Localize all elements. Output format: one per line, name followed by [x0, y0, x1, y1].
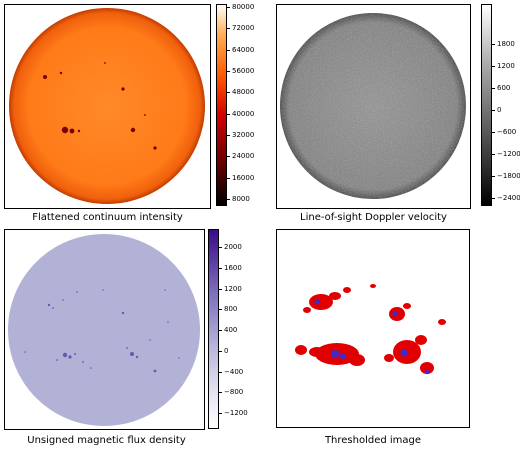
colorbar-tick-mark [227, 178, 230, 179]
colorbar-tick-label: −1800 [497, 172, 520, 180]
colorbar-tick-mark [492, 66, 495, 67]
magnetic-colorbar [208, 229, 219, 429]
colorbar-tick-label: 40000 [232, 110, 255, 118]
magnetic-active-regions [24, 289, 180, 373]
magnetic-caption: Unsigned magnetic flux density [27, 435, 186, 446]
colorbar-tick-label: 16000 [232, 174, 255, 182]
doppler-sun-disk [280, 13, 466, 199]
continuum-caption: Flattened continuum intensity [32, 212, 183, 223]
colorbar-tick-label: −800 [224, 388, 244, 396]
colorbar-tick-label: 1800 [497, 40, 515, 48]
colorbar-tick-label: 72000 [232, 24, 255, 32]
colorbar-tick-label: 400 [224, 326, 238, 334]
colorbar-tick-mark [492, 110, 495, 111]
colorbar-tick-label: 1200 [224, 285, 242, 293]
colorbar-tick-label: 800 [224, 305, 238, 313]
colorbar-tick-label: 0 [497, 106, 502, 114]
colorbar-tick-mark [227, 156, 230, 157]
colorbar-tick-label: −400 [224, 368, 244, 376]
colorbar-tick-label: 2000 [224, 243, 242, 251]
colorbar-tick-mark [492, 176, 495, 177]
continuum-colorbar [216, 4, 227, 206]
colorbar-tick-label: 8000 [232, 195, 250, 203]
doppler-colorbar [481, 4, 492, 206]
colorbar-tick-mark [219, 309, 222, 310]
colorbar-tick-label: 56000 [232, 67, 255, 75]
doppler-image-panel [276, 4, 471, 209]
colorbar-tick-mark [227, 135, 230, 136]
colorbar-tick-mark [219, 247, 222, 248]
colorbar-tick-mark [227, 114, 230, 115]
colorbar-tick-label: 1600 [224, 264, 242, 272]
colorbar-tick-label: 0 [224, 347, 229, 355]
colorbar-tick-mark [492, 44, 495, 45]
colorbar-tick-label: −600 [497, 128, 517, 136]
magnetic-image-panel [4, 229, 205, 430]
colorbar-tick-mark [219, 392, 222, 393]
colorbar-tick-mark [227, 199, 230, 200]
colorbar-tick-mark [492, 154, 495, 155]
colorbar-tick-mark [219, 289, 222, 290]
colorbar-tick-mark [219, 351, 222, 352]
colorbar-tick-mark [227, 50, 230, 51]
continuum-image-panel [4, 4, 211, 209]
colorbar-tick-label: 32000 [232, 131, 255, 139]
colorbar-tick-mark [492, 198, 495, 199]
magnetic-sun-disk [8, 234, 200, 426]
threshold-blue-regions [314, 299, 430, 375]
threshold-image-panel [276, 229, 470, 428]
colorbar-tick-mark [219, 413, 222, 414]
colorbar-tick-mark [492, 132, 495, 133]
colorbar-tick-label: 80000 [232, 3, 255, 11]
sunspots [43, 62, 157, 150]
colorbar-tick-label: 64000 [232, 46, 255, 54]
colorbar-tick-mark [219, 330, 222, 331]
doppler-caption: Line-of-sight Doppler velocity [300, 212, 447, 223]
colorbar-tick-mark [492, 88, 495, 89]
colorbar-tick-label: 24000 [232, 152, 255, 160]
colorbar-tick-mark [227, 7, 230, 8]
colorbar-tick-mark [227, 92, 230, 93]
colorbar-tick-mark [227, 28, 230, 29]
threshold-sun-disk [277, 230, 469, 427]
colorbar-tick-mark [227, 71, 230, 72]
colorbar-tick-mark [219, 268, 222, 269]
colorbar-tick-label: −1200 [224, 409, 248, 417]
threshold-caption: Thresholded image [324, 435, 422, 446]
colorbar-tick-label: 1200 [497, 62, 515, 70]
colorbar-tick-label: −2400 [497, 194, 520, 202]
colorbar-tick-label: −1200 [497, 150, 520, 158]
colorbar-tick-label: 48000 [232, 88, 255, 96]
continuum-sun-disk [9, 8, 205, 204]
colorbar-tick-mark [219, 372, 222, 373]
colorbar-tick-label: 600 [497, 84, 511, 92]
